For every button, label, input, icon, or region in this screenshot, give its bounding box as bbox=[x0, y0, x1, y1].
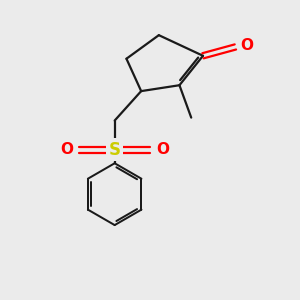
Text: O: O bbox=[60, 142, 73, 158]
Text: O: O bbox=[241, 38, 254, 53]
Text: O: O bbox=[157, 142, 169, 158]
Text: S: S bbox=[109, 141, 121, 159]
